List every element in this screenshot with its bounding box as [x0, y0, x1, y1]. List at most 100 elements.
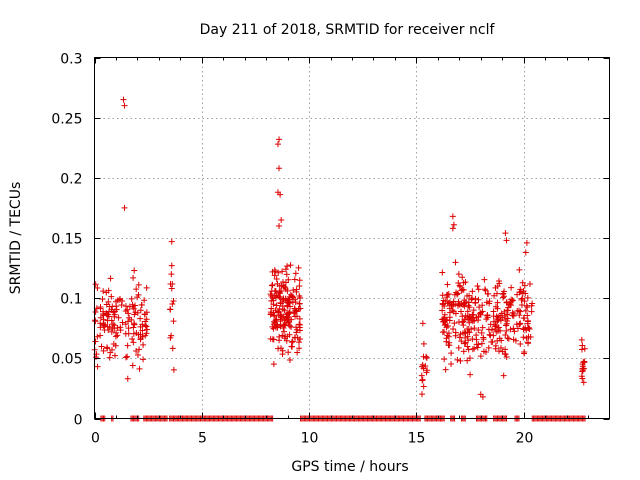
data-point: [144, 326, 151, 333]
data-point: [517, 341, 524, 348]
data-point: [523, 302, 530, 309]
data-point: [297, 294, 304, 301]
data-point: [448, 361, 455, 368]
data-point: [100, 321, 107, 328]
data-point: [444, 281, 451, 288]
data-point: [475, 326, 482, 333]
data-point: [462, 339, 469, 346]
data-point: [483, 299, 490, 306]
data-point: [452, 329, 459, 336]
data-point: [133, 347, 140, 354]
data-point: [294, 334, 301, 341]
data-point: [284, 287, 291, 294]
data-point: [578, 336, 585, 343]
data-point: [133, 286, 140, 293]
data-point: [286, 308, 293, 315]
data-point: [484, 312, 491, 319]
data-point: [458, 308, 465, 315]
data-point: [449, 213, 456, 220]
data-point: [109, 325, 116, 332]
data-point: [514, 291, 521, 298]
data-point: [495, 328, 502, 335]
data-point: [293, 329, 300, 336]
data-point: [284, 333, 291, 340]
data-point: [97, 324, 104, 331]
data-point: [466, 355, 473, 362]
data-point: [482, 287, 489, 294]
data-point: [134, 294, 141, 301]
x-tick-label: 0: [91, 431, 100, 447]
data-point: [113, 306, 120, 313]
data-point: [422, 362, 429, 369]
data-point: [288, 324, 295, 331]
data-point: [140, 356, 147, 363]
data-point: [494, 299, 501, 306]
data-point: [292, 270, 299, 277]
x-tick-label: 20: [516, 431, 534, 447]
data-point: [439, 269, 446, 276]
data-point: [514, 308, 521, 315]
data-point: [478, 340, 485, 347]
data-point: [502, 346, 509, 353]
data-point: [106, 354, 113, 361]
data-point: [485, 344, 492, 351]
data-point: [296, 315, 303, 322]
data-point: [121, 204, 128, 211]
data-point: [477, 353, 484, 360]
data-point: [101, 327, 108, 334]
data-point: [503, 322, 510, 329]
data-point: [520, 315, 527, 322]
data-point: [97, 332, 104, 339]
data-point: [474, 344, 481, 351]
data-point: [485, 290, 492, 297]
y-tick-label: 0: [74, 413, 83, 429]
data-point: [446, 342, 453, 349]
data-point: [459, 313, 466, 320]
data-point: [450, 308, 457, 315]
data-point: [456, 334, 463, 341]
data-point: [451, 320, 458, 327]
data-point: [268, 292, 275, 299]
data-point: [441, 356, 448, 363]
data-point: [457, 357, 464, 364]
data-point: [276, 165, 283, 172]
data-point: [492, 321, 499, 328]
data-point: [455, 344, 462, 351]
data-point: [478, 329, 485, 336]
data-point: [125, 325, 132, 332]
data-point: [267, 335, 274, 342]
y-tick-label: 0.3: [60, 52, 82, 68]
data-point: [460, 279, 467, 286]
axis-ticks: [94, 57, 610, 420]
data-point: [466, 319, 473, 326]
data-point: [468, 316, 475, 323]
data-point: [137, 315, 144, 322]
data-point: [483, 316, 490, 323]
data-point: [143, 316, 150, 323]
data-point: [170, 366, 177, 373]
data-point: [168, 271, 175, 278]
data-point: [134, 309, 141, 316]
data-point: [521, 350, 528, 357]
data-point: [477, 309, 484, 316]
data-point: [455, 271, 462, 278]
data-point: [475, 341, 482, 348]
data-point: [494, 337, 501, 344]
data-point: [490, 318, 497, 325]
data-point: [277, 191, 284, 198]
data-point: [443, 316, 450, 323]
data-point: [492, 345, 499, 352]
data-point: [137, 307, 144, 314]
data-point: [482, 349, 489, 355]
data-point: [137, 335, 144, 342]
data-point: [289, 338, 296, 345]
data-point: [423, 354, 430, 361]
data-point: [472, 299, 479, 306]
data-point: [490, 308, 497, 315]
data-point: [446, 299, 453, 306]
data-point: [476, 304, 483, 311]
data-point: [141, 297, 148, 304]
data-point: [469, 311, 476, 318]
data-point: [442, 366, 449, 373]
data-point: [479, 302, 486, 309]
